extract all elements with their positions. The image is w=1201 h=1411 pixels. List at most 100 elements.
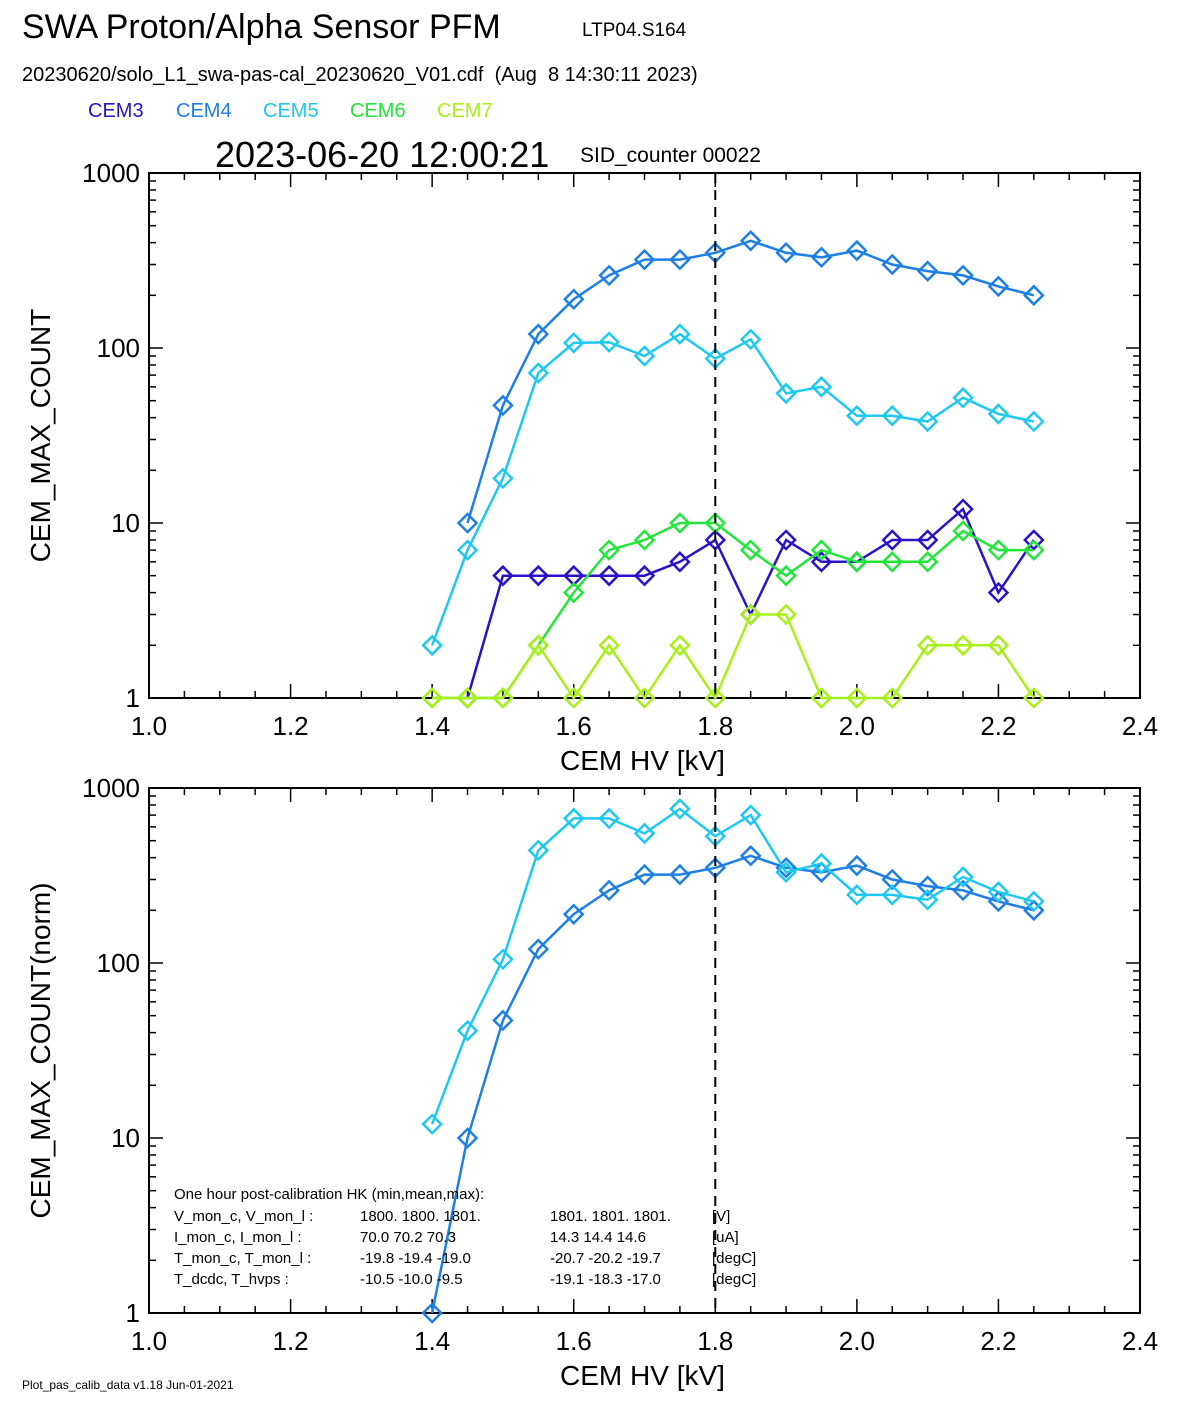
data-point bbox=[916, 551, 939, 573]
legend-item-cem4: CEM4 bbox=[176, 100, 232, 122]
data-point bbox=[775, 382, 797, 405]
legend-item-cem6: CEM6 bbox=[350, 100, 406, 122]
x-axis-label: CEM HV [kV] bbox=[560, 745, 725, 776]
data-point bbox=[916, 410, 939, 433]
data-point bbox=[881, 868, 904, 891]
data-point bbox=[810, 246, 833, 269]
series-cem5 bbox=[421, 798, 1045, 1135]
data-point bbox=[598, 331, 620, 353]
series-line bbox=[432, 521, 1034, 700]
data-point bbox=[810, 687, 833, 709]
data-point bbox=[421, 687, 443, 709]
data-point bbox=[739, 603, 762, 626]
x-tick-label: 1.6 bbox=[556, 1326, 592, 1356]
data-point bbox=[881, 884, 904, 906]
data-point bbox=[987, 634, 1010, 657]
data-point bbox=[775, 242, 797, 264]
data-point bbox=[669, 512, 691, 534]
hk-row-label: T_mon_c, T_mon_l : bbox=[174, 1250, 311, 1267]
data-point bbox=[527, 839, 550, 862]
data-point bbox=[562, 687, 585, 709]
data-point bbox=[527, 938, 550, 960]
data-point bbox=[456, 539, 479, 561]
data-point bbox=[775, 861, 797, 884]
data-point bbox=[1023, 284, 1045, 307]
data-point bbox=[562, 581, 585, 604]
data-point bbox=[562, 288, 585, 310]
series-line bbox=[430, 807, 1035, 1125]
data-point bbox=[562, 332, 585, 354]
data-point bbox=[916, 260, 939, 282]
data-point bbox=[1023, 539, 1045, 561]
data-point bbox=[492, 687, 514, 709]
x-tick-label: 2.2 bbox=[980, 711, 1016, 741]
legend-item-cem7: CEM7 bbox=[437, 100, 493, 122]
hk-heading: One hour post-calibration HK (min,mean,m… bbox=[174, 1186, 484, 1203]
page-title: SWA Proton/Alpha Sensor PFM bbox=[22, 8, 501, 46]
data-point bbox=[846, 884, 868, 906]
hk-row-unit: [degC] bbox=[712, 1271, 756, 1288]
x-tick-label: 1.0 bbox=[131, 711, 167, 741]
data-point bbox=[456, 512, 479, 534]
data-point bbox=[421, 1113, 443, 1135]
data-point bbox=[562, 903, 585, 925]
data-point bbox=[1023, 890, 1045, 913]
data-point bbox=[598, 634, 620, 657]
hk-row-left: 70.0 70.2 70.3 bbox=[360, 1229, 456, 1246]
hk-row-label: T_dcdc, T_hvps : bbox=[174, 1271, 289, 1288]
x-tick-label: 1.8 bbox=[697, 711, 733, 741]
data-point bbox=[598, 879, 620, 902]
data-point bbox=[633, 822, 656, 845]
data-point bbox=[987, 403, 1010, 425]
data-point bbox=[881, 404, 904, 427]
series-line bbox=[430, 854, 1035, 1314]
hk-row-unit: [V] bbox=[712, 1208, 730, 1225]
timestamp: 2023-06-20 12:00:21 bbox=[215, 134, 550, 175]
data-point bbox=[527, 362, 550, 384]
data-point bbox=[846, 239, 868, 262]
hk-row-right: 14.3 14.4 14.6 bbox=[550, 1229, 646, 1246]
data-point bbox=[669, 248, 691, 271]
data-point bbox=[492, 467, 514, 490]
data-point bbox=[739, 328, 762, 351]
series-cem4 bbox=[456, 229, 1045, 534]
data-point bbox=[952, 520, 974, 542]
data-point bbox=[952, 264, 974, 287]
y-tick-label: 1000 bbox=[82, 773, 140, 803]
data-point bbox=[916, 888, 939, 911]
data-point bbox=[492, 948, 514, 971]
x-tick-label: 1.2 bbox=[272, 1326, 308, 1356]
data-point bbox=[421, 634, 443, 657]
series-cem7 bbox=[421, 603, 1045, 709]
legend-item-cem3: CEM3 bbox=[88, 100, 144, 122]
data-point bbox=[633, 529, 656, 551]
data-point bbox=[669, 323, 691, 345]
data-point bbox=[881, 253, 904, 276]
data-point bbox=[598, 539, 620, 561]
sid-counter: SID_counter 00022 bbox=[580, 144, 761, 167]
data-point bbox=[775, 529, 797, 551]
data-point bbox=[633, 687, 656, 709]
data-point bbox=[987, 581, 1010, 604]
data-point bbox=[810, 551, 833, 573]
hk-row-unit: [degC] bbox=[712, 1250, 756, 1267]
y-tick-label: 10 bbox=[111, 1123, 140, 1153]
data-point bbox=[846, 854, 868, 877]
chart-panel-2: 1.0 1.2 1.4 1.6 1.8 2.0 2.2 2.4 1 10 100 1000 CEM HV… bbox=[25, 773, 1158, 1391]
data-point bbox=[669, 551, 691, 573]
data-point bbox=[492, 564, 514, 587]
x-tick-label: 2.0 bbox=[839, 711, 875, 741]
data-point bbox=[846, 687, 868, 709]
hk-row-unit: [uA] bbox=[712, 1229, 739, 1246]
data-point bbox=[492, 1009, 514, 1032]
legend-item-cem5: CEM5 bbox=[263, 100, 319, 122]
x-tick-label: 2.0 bbox=[839, 1326, 875, 1356]
x-tick-label: 1.8 bbox=[697, 1326, 733, 1356]
data-point bbox=[775, 564, 797, 587]
hk-row-left: 1800. 1800. 1801. bbox=[360, 1208, 481, 1225]
data-point bbox=[562, 807, 585, 830]
x-tick-label: 2.2 bbox=[980, 1326, 1016, 1356]
y-axis-label: CEM_MAX_COUNT bbox=[25, 309, 56, 563]
data-point bbox=[421, 1302, 443, 1324]
footer-version: Plot_pas_calib_data v1.18 Jun-01-2021 bbox=[22, 1378, 234, 1392]
